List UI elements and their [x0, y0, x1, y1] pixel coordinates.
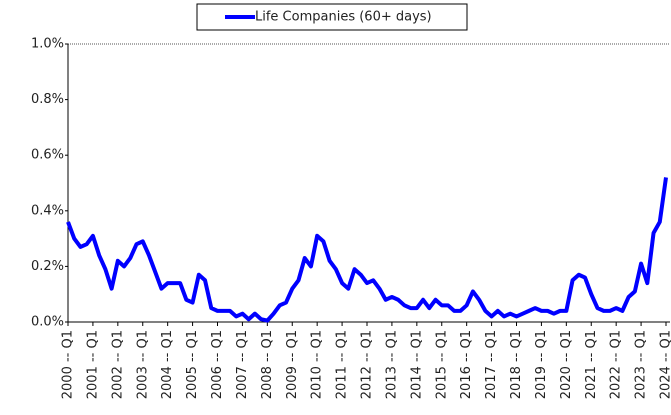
- legend-label: Life Companies (60+ days): [255, 10, 432, 25]
- x-tick-label: 2000 -- Q1: [61, 330, 76, 399]
- x-tick-label: 2022 -- Q1: [609, 330, 624, 399]
- x-tick-label: 2008 -- Q1: [260, 330, 275, 399]
- y-tick-label: 0.4%: [31, 203, 64, 218]
- x-tick-label: 2016 -- Q1: [459, 330, 474, 399]
- x-tick-label: 2013 -- Q1: [384, 330, 399, 399]
- x-tick-label: 2024 -- Q1: [659, 330, 671, 399]
- y-tick-label: 1.0%: [31, 37, 64, 52]
- y-tick-label: 0.0%: [31, 315, 64, 330]
- x-tick-label: 2020 -- Q1: [559, 330, 574, 399]
- x-tick-label: 2021 -- Q1: [584, 330, 599, 399]
- x-tick-label: 2005 -- Q1: [185, 330, 200, 399]
- line-series: [66, 177, 668, 323]
- x-tick-label: 2010 -- Q1: [310, 330, 325, 399]
- y-tick-label: 0.6%: [31, 148, 64, 163]
- x-tick-label: 2003 -- Q1: [135, 330, 150, 399]
- x-tick-label: 2001 -- Q1: [85, 330, 100, 399]
- x-tick-label: 2015 -- Q1: [434, 330, 449, 399]
- x-tick-label: 2004 -- Q1: [160, 330, 175, 399]
- x-tick-label: 2014 -- Q1: [409, 330, 424, 399]
- x-tick-label: 2017 -- Q1: [484, 330, 499, 399]
- y-tick-label: 0.2%: [31, 259, 64, 274]
- y-tick-label: 0.8%: [31, 92, 64, 107]
- legend-box: [196, 3, 468, 31]
- x-tick-label: 2019 -- Q1: [534, 330, 549, 399]
- x-tick-label: 2002 -- Q1: [110, 330, 125, 399]
- x-tick-label: 2018 -- Q1: [509, 330, 524, 399]
- x-tick-label: 2006 -- Q1: [210, 330, 225, 399]
- x-tick-label: 2009 -- Q1: [285, 330, 300, 399]
- x-tick-label: 2012 -- Q1: [360, 330, 375, 399]
- x-tick-label: 2023 -- Q1: [634, 330, 649, 399]
- x-tick-label: 2011 -- Q1: [335, 330, 350, 399]
- x-tick-label: 2007 -- Q1: [235, 330, 250, 399]
